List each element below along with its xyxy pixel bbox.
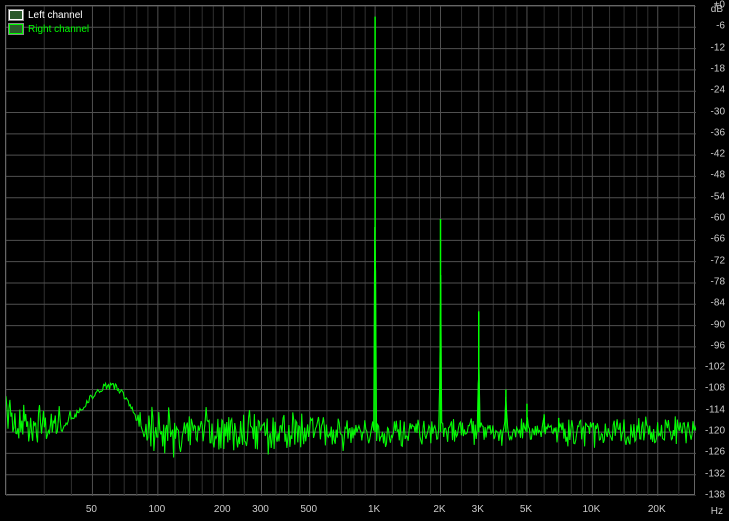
y-tick-label: -90: [711, 319, 725, 330]
x-tick-label: 5K: [520, 504, 532, 515]
y-tick-label: -66: [711, 234, 725, 245]
x-tick-label: 100: [149, 504, 166, 515]
y-tick-label: +0: [714, 0, 725, 11]
legend-label-left: Left channel: [28, 10, 83, 21]
y-tick-label: -96: [711, 340, 725, 351]
y-tick-label: -126: [705, 447, 725, 458]
x-tick-label: 1K: [368, 504, 380, 515]
y-tick-label: -30: [711, 106, 725, 117]
x-tick-label: 50: [86, 504, 97, 515]
legend-item-left: Left channel: [8, 8, 89, 22]
y-tick-label: -12: [711, 42, 725, 53]
legend-icon-left: [8, 9, 24, 21]
y-tick-label: -138: [705, 490, 725, 501]
legend-icon-right: [8, 23, 24, 35]
y-tick-label: -120: [705, 426, 725, 437]
y-tick-label: -78: [711, 276, 725, 287]
x-tick-label: 2K: [433, 504, 445, 515]
y-tick-label: -36: [711, 127, 725, 138]
y-tick-label: -132: [705, 468, 725, 479]
y-tick-label: -72: [711, 255, 725, 266]
spectrum-svg: [6, 6, 696, 496]
y-axis-labels: +0-6-12-18-24-30-36-42-48-54-60-66-72-78…: [699, 5, 727, 495]
legend-item-right: Right channel: [8, 22, 89, 36]
y-tick-label: -24: [711, 85, 725, 96]
x-tick-label: 500: [300, 504, 317, 515]
plot-area: [5, 5, 695, 495]
x-tick-label: 20K: [648, 504, 666, 515]
x-tick-label: 200: [214, 504, 231, 515]
y-tick-label: -48: [711, 170, 725, 181]
y-tick-label: -84: [711, 298, 725, 309]
y-tick-label: -108: [705, 383, 725, 394]
x-tick-label: 10K: [582, 504, 600, 515]
x-axis-labels: 50 100 200 300 500 1K 2K 3K 5K 10K 20K: [5, 501, 695, 519]
legend: Left channel Right channel: [8, 8, 89, 36]
x-tick-label: 3K: [472, 504, 484, 515]
y-tick-label: -114: [706, 404, 725, 415]
spectrum-analyzer: Left channel Right channel dB +0-6-12-18…: [0, 0, 729, 521]
x-axis-unit: Hz: [711, 506, 723, 517]
x-tick-label: 300: [252, 504, 269, 515]
y-tick-label: -42: [711, 149, 725, 160]
y-tick-label: -60: [711, 213, 725, 224]
legend-label-right: Right channel: [28, 24, 89, 35]
y-tick-label: -54: [711, 191, 725, 202]
y-tick-label: -102: [705, 362, 725, 373]
y-tick-label: -18: [711, 63, 725, 74]
y-tick-label: -6: [716, 21, 725, 32]
